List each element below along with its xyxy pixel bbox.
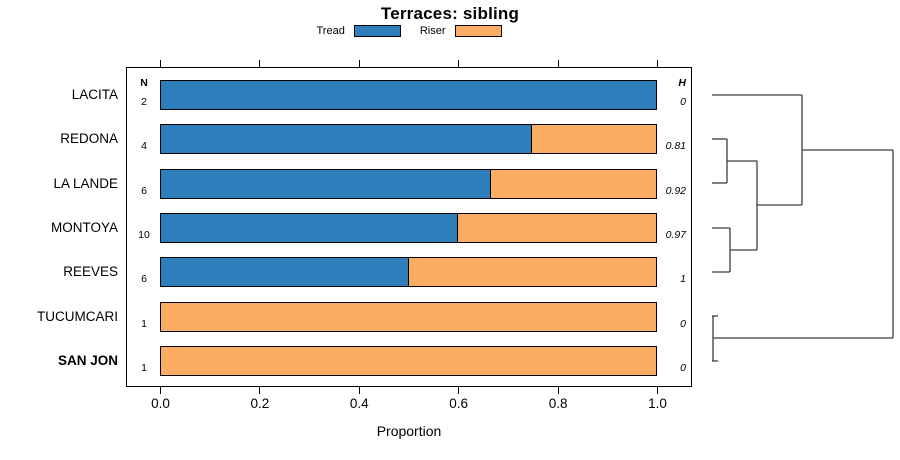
- axis-tick-top: [160, 60, 161, 67]
- n-value: 2: [141, 96, 147, 108]
- h-value: 0.81: [665, 140, 686, 153]
- h-value: 1: [680, 273, 686, 286]
- row-label: MONTOYA: [50, 219, 118, 235]
- stacked-bar: [160, 301, 657, 332]
- h-value: 0: [680, 317, 686, 330]
- stacked-bar: [160, 168, 657, 199]
- legend-item-riser: Riser: [420, 25, 502, 37]
- row-label: LACITA: [71, 87, 118, 102]
- h-column-header: H: [678, 77, 686, 89]
- bar-tread-segment: [161, 125, 533, 154]
- axis-tick-bottom: [657, 387, 658, 394]
- legend-swatch-tread: [353, 25, 401, 37]
- row-label: LA LANDE: [53, 175, 118, 191]
- legend-label-tread: Tread: [316, 25, 345, 37]
- axis-tick-label: 0.6: [449, 396, 469, 411]
- axis-tick-label: 0.2: [250, 396, 270, 411]
- chart-title: Terraces: sibling: [380, 4, 520, 23]
- legend-label-riser: Riser: [419, 25, 446, 37]
- row-label: REDONA: [60, 131, 118, 147]
- axis-tick-bottom: [358, 387, 360, 394]
- bar-tread-segment: [161, 81, 656, 109]
- n-value: 6: [141, 184, 147, 197]
- stacked-bar: [160, 345, 657, 376]
- bar-tread-segment: [161, 258, 409, 287]
- row-label: REEVES: [63, 264, 118, 280]
- n-value: 4: [141, 140, 147, 153]
- axis-tick-label: 0.4: [349, 396, 369, 411]
- axis-tick-label: 0.8: [548, 396, 568, 411]
- h-value: 0: [680, 361, 686, 374]
- axis-tick-label: 0.0: [151, 396, 170, 411]
- row-label: TUCUMCARI: [37, 308, 118, 324]
- plot-frame: [126, 67, 692, 387]
- stacked-bar: [160, 80, 657, 110]
- n-value: 6: [141, 273, 147, 286]
- n-value: 10: [138, 228, 150, 241]
- stacked-bar: [160, 257, 657, 288]
- h-value: 0.92: [665, 184, 686, 197]
- stacked-bar: [160, 212, 657, 243]
- h-value: 0.97: [665, 228, 686, 241]
- axis-tick-label: 1.0: [648, 396, 667, 411]
- legend-swatch-riser: [454, 25, 502, 37]
- bar-tread-segment: [161, 169, 492, 198]
- axis-tick-bottom: [458, 387, 460, 394]
- n-value: 1: [141, 317, 147, 330]
- bar-tread-segment: [161, 213, 458, 242]
- axis-tick-bottom: [259, 387, 261, 394]
- stacked-bar: [160, 124, 657, 155]
- h-value: 0: [680, 96, 686, 108]
- legend: Tread Riser: [126, 25, 692, 37]
- axis-tick-top: [557, 60, 559, 67]
- legend-item-tread: Tread: [317, 25, 401, 37]
- axis-tick-top: [259, 60, 261, 67]
- x-axis-title: Proportion: [376, 423, 442, 439]
- n-column-header: N: [140, 77, 148, 89]
- axis-tick-top: [657, 60, 658, 67]
- row-label: SAN JON: [57, 352, 118, 368]
- axis-tick-top: [358, 60, 360, 67]
- axis-tick-bottom: [557, 387, 559, 394]
- axis-tick-bottom: [160, 387, 161, 394]
- axis-tick-top: [458, 60, 460, 67]
- n-value: 1: [141, 361, 147, 374]
